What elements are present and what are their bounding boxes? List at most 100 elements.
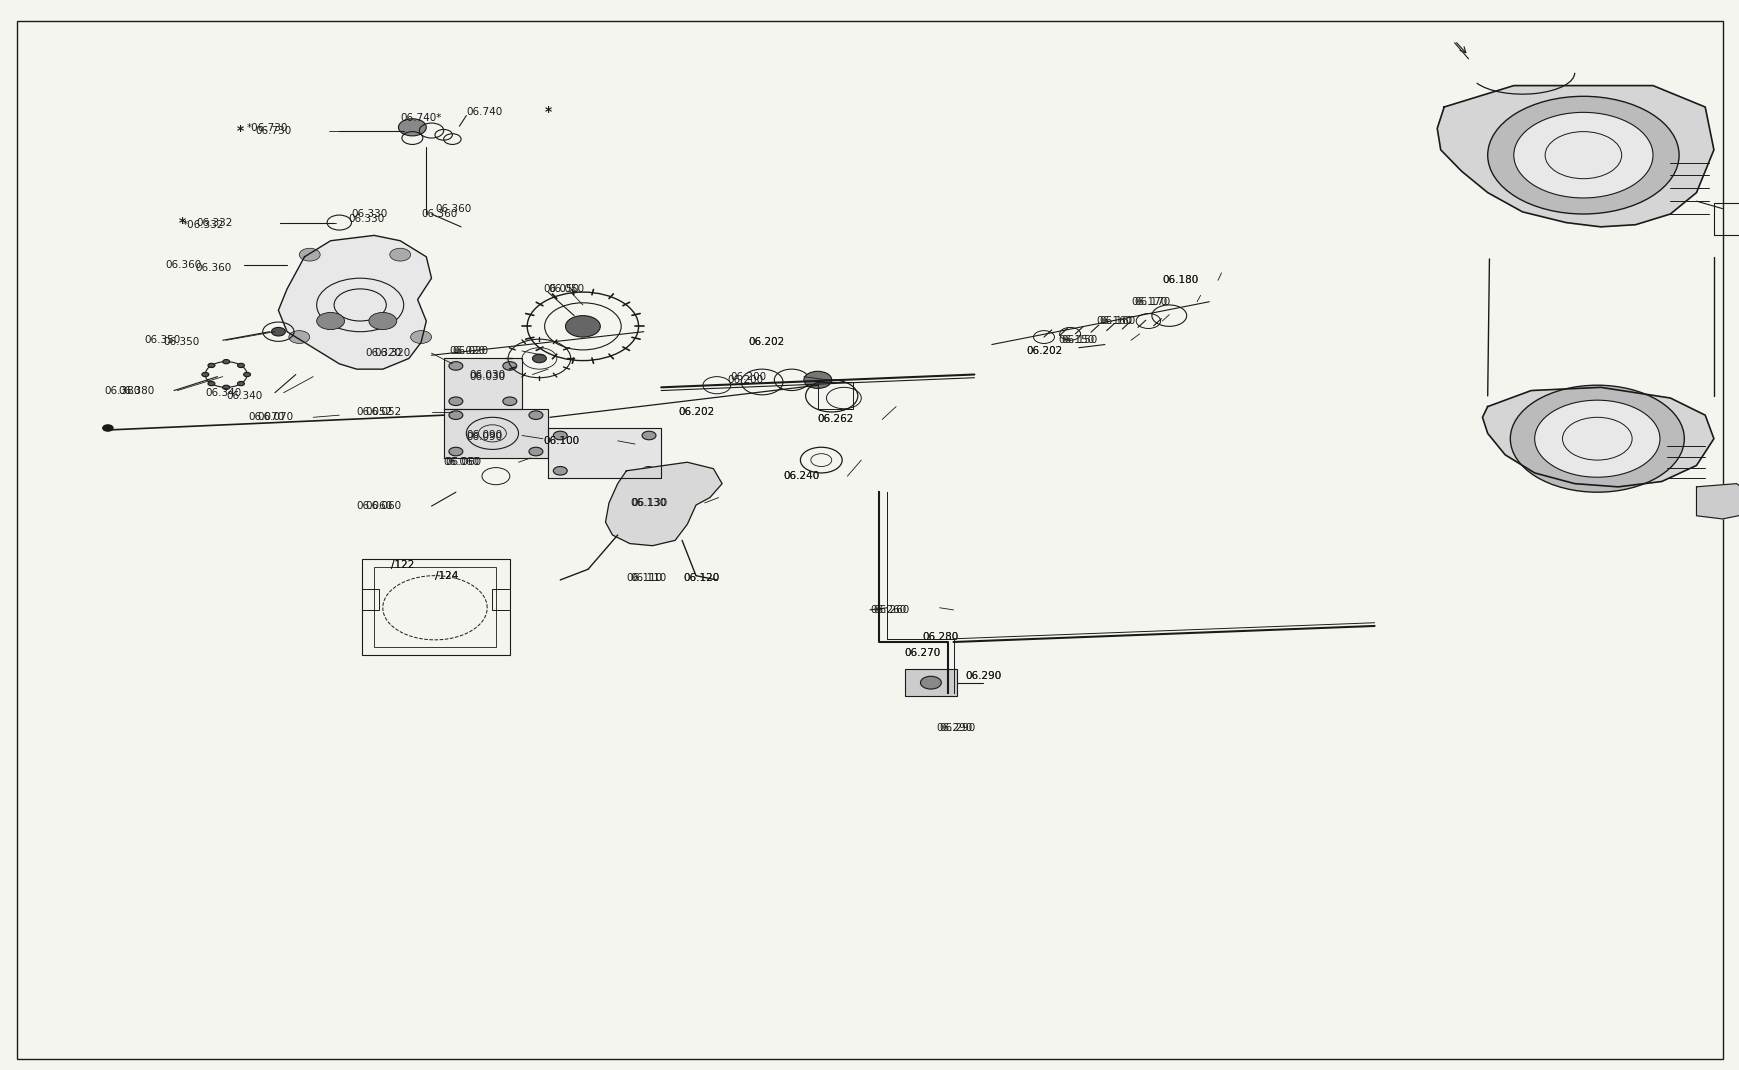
Text: 06.030: 06.030 xyxy=(470,371,506,382)
Circle shape xyxy=(1487,96,1678,214)
Text: 06.150: 06.150 xyxy=(1061,335,1097,346)
Text: 06.202: 06.202 xyxy=(748,337,784,348)
Bar xyxy=(362,559,510,655)
Circle shape xyxy=(103,425,113,431)
Bar xyxy=(492,588,510,610)
Circle shape xyxy=(532,354,546,363)
Text: 06.260: 06.260 xyxy=(873,605,909,615)
Text: 06.262: 06.262 xyxy=(817,414,854,425)
Text: /122: /122 xyxy=(391,560,414,570)
Circle shape xyxy=(369,312,396,330)
Circle shape xyxy=(271,327,285,336)
Text: 06.052: 06.052 xyxy=(356,407,393,417)
Text: 06.350: 06.350 xyxy=(163,337,200,348)
Text: 06.330: 06.330 xyxy=(351,209,388,219)
Text: 06.100: 06.100 xyxy=(543,435,579,446)
Text: *: * xyxy=(237,123,243,138)
Text: 06.090: 06.090 xyxy=(466,431,503,442)
Circle shape xyxy=(642,467,656,475)
Text: 06.070: 06.070 xyxy=(257,412,294,423)
Text: 06.120: 06.120 xyxy=(683,572,720,583)
Text: 06.060: 06.060 xyxy=(445,457,482,468)
Text: 06.090: 06.090 xyxy=(466,430,503,441)
Text: 06.110: 06.110 xyxy=(626,572,663,583)
Circle shape xyxy=(1509,385,1683,492)
Text: /124: /124 xyxy=(435,570,457,581)
Text: 06.330: 06.330 xyxy=(348,214,384,225)
Text: 06.110: 06.110 xyxy=(630,572,666,583)
Polygon shape xyxy=(605,462,722,546)
Text: *06.730: *06.730 xyxy=(247,123,289,134)
Text: 06.360: 06.360 xyxy=(421,209,457,219)
Text: *: * xyxy=(544,105,551,120)
Text: 06.130: 06.130 xyxy=(631,498,668,508)
Text: 06.060: 06.060 xyxy=(356,501,393,511)
Circle shape xyxy=(223,385,230,389)
Circle shape xyxy=(202,372,209,377)
Bar xyxy=(904,669,956,696)
Text: 06.240: 06.240 xyxy=(783,471,819,482)
Text: 06.160: 06.160 xyxy=(1096,316,1132,326)
Text: 06.130: 06.130 xyxy=(630,498,666,508)
Text: /124: /124 xyxy=(435,570,457,581)
Circle shape xyxy=(529,411,543,419)
Polygon shape xyxy=(1696,484,1739,519)
Text: 06.360: 06.360 xyxy=(165,260,202,271)
Text: 06.020: 06.020 xyxy=(449,346,485,356)
Circle shape xyxy=(390,248,410,261)
Text: 06.120: 06.120 xyxy=(683,572,720,583)
Text: 06.290: 06.290 xyxy=(936,722,972,733)
Circle shape xyxy=(565,316,600,337)
Text: 06.202: 06.202 xyxy=(1026,346,1063,356)
Text: 06.240: 06.240 xyxy=(783,471,819,482)
Text: 06.200: 06.200 xyxy=(730,371,767,382)
Text: 06.200: 06.200 xyxy=(727,374,763,385)
Text: 06.320: 06.320 xyxy=(365,348,402,358)
Circle shape xyxy=(410,331,431,343)
Circle shape xyxy=(209,381,216,385)
Text: 06.202: 06.202 xyxy=(1026,346,1063,356)
Circle shape xyxy=(803,371,831,388)
Bar xyxy=(1713,203,1739,235)
Text: 06.170: 06.170 xyxy=(1130,296,1167,307)
Text: *06.332: *06.332 xyxy=(183,219,224,230)
Text: 06.340: 06.340 xyxy=(226,391,263,401)
Text: 06.260: 06.260 xyxy=(870,605,906,615)
Circle shape xyxy=(553,467,567,475)
Text: 06.100: 06.100 xyxy=(543,435,579,446)
Polygon shape xyxy=(548,428,661,478)
Circle shape xyxy=(237,381,243,385)
Circle shape xyxy=(1513,112,1652,198)
Circle shape xyxy=(642,431,656,440)
Text: 06.202: 06.202 xyxy=(678,407,715,417)
Circle shape xyxy=(289,331,310,343)
Circle shape xyxy=(920,676,941,689)
Circle shape xyxy=(1534,400,1659,477)
Circle shape xyxy=(449,447,463,456)
Circle shape xyxy=(449,362,463,370)
Text: 06.290: 06.290 xyxy=(939,722,976,733)
Text: 06.160: 06.160 xyxy=(1099,316,1136,326)
Text: 06.740*: 06.740* xyxy=(400,112,442,123)
Text: 06.060: 06.060 xyxy=(365,501,402,511)
Text: 06.180: 06.180 xyxy=(1162,275,1198,286)
Circle shape xyxy=(209,364,216,368)
Text: 06.150: 06.150 xyxy=(1057,335,1094,346)
Text: 06.170: 06.170 xyxy=(1134,296,1170,307)
Circle shape xyxy=(503,362,516,370)
Text: 06.052: 06.052 xyxy=(365,407,402,417)
Text: 06.280: 06.280 xyxy=(922,631,958,642)
Circle shape xyxy=(398,119,426,136)
Text: 06.360: 06.360 xyxy=(435,203,471,214)
Text: 06.290: 06.290 xyxy=(965,671,1002,682)
Text: *: * xyxy=(179,215,186,230)
Circle shape xyxy=(243,372,250,377)
Circle shape xyxy=(449,397,463,406)
Text: 06.270: 06.270 xyxy=(904,647,941,658)
Text: 06.320: 06.320 xyxy=(374,348,410,358)
Polygon shape xyxy=(443,358,522,409)
Text: 06.740: 06.740 xyxy=(466,107,503,118)
Polygon shape xyxy=(443,409,548,458)
Text: 06.180: 06.180 xyxy=(1162,275,1198,286)
Text: 06.202: 06.202 xyxy=(678,407,715,417)
